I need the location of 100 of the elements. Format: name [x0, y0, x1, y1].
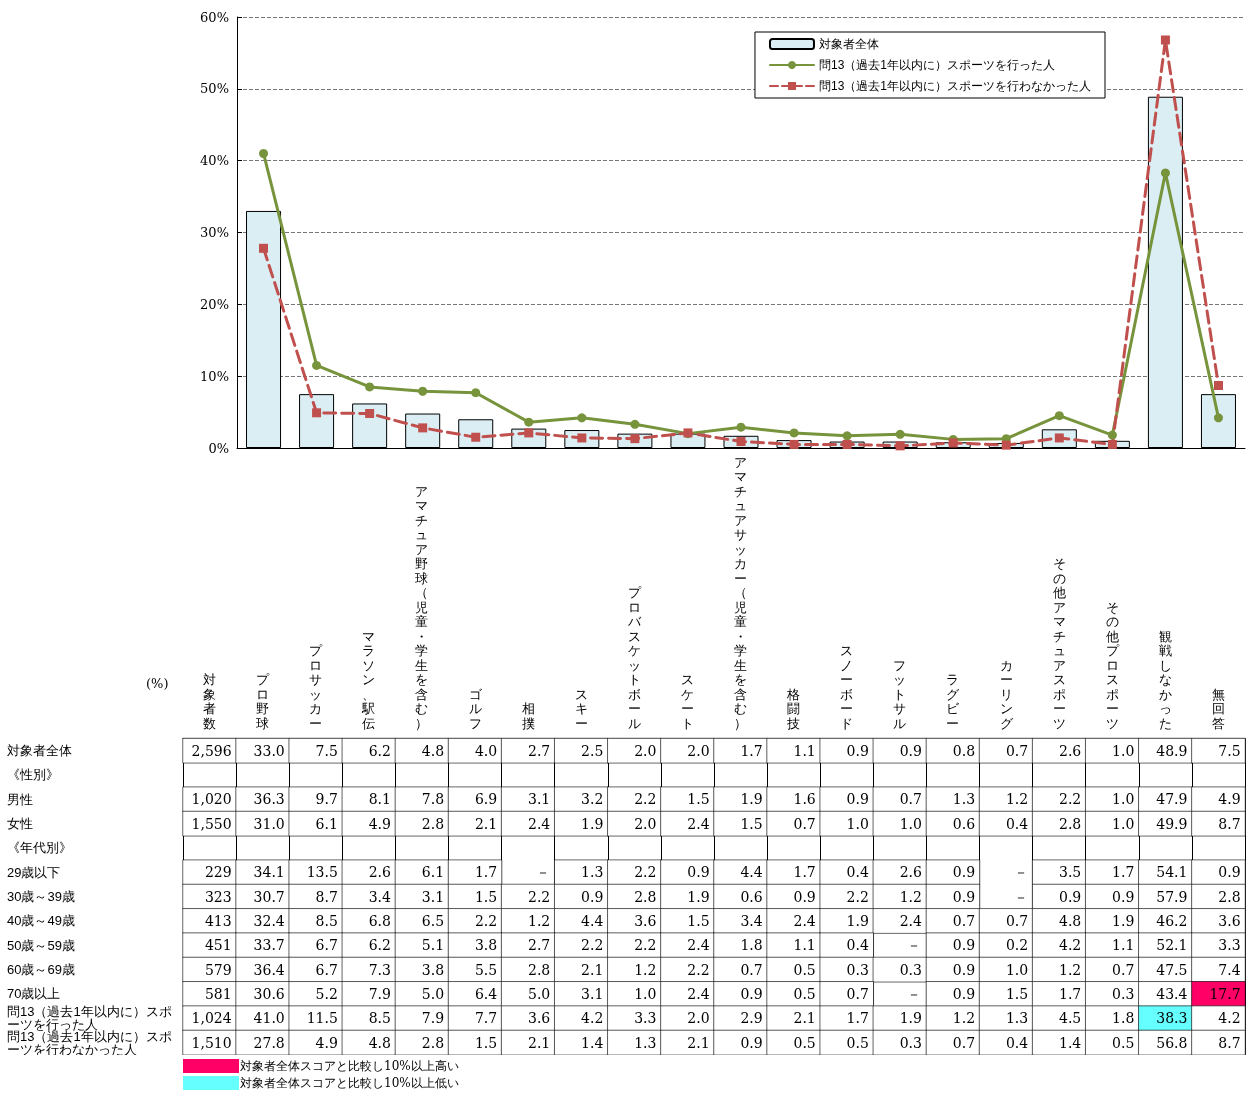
data-label: 27.8	[253, 1034, 285, 1051]
data-label: 6.4	[474, 985, 498, 1002]
data-label: 3.1	[581, 985, 604, 1002]
data-label: 2.9	[740, 1010, 763, 1027]
data-label: 11.5	[306, 1010, 338, 1027]
text: －	[535, 864, 550, 881]
data-label: 0.6	[952, 815, 976, 832]
x-tick-label: マラソン、駅伝	[361, 628, 376, 731]
data-label: 1.0	[634, 985, 657, 1002]
data-label: 2.2	[634, 937, 657, 954]
data-label: 323	[204, 888, 232, 905]
category-label: アマチュア野球（児童・学生を含む）	[415, 483, 429, 731]
data-label: 8.7	[1218, 815, 1241, 832]
y-tick-label: 50%	[200, 81, 229, 97]
data-label: 0.7	[1005, 912, 1029, 929]
data-label: 7.9	[368, 985, 391, 1002]
text: －	[907, 985, 922, 1002]
data-label: 1.7	[846, 1010, 869, 1027]
data-label: 17.7	[1209, 985, 1241, 1002]
data-label: 3.6	[1218, 912, 1241, 929]
y-tick-label: 20%	[200, 296, 229, 312]
data-label: 1,024	[191, 1010, 232, 1027]
data-label: 0.3	[1112, 985, 1135, 1002]
data-label: 6.5	[421, 912, 445, 929]
data-label: 3.4	[368, 888, 392, 905]
data-label: 1,550	[191, 815, 232, 832]
data-label: 1.6	[793, 791, 816, 808]
data-label: 3.5	[1058, 864, 1082, 881]
data-label: 229	[204, 864, 232, 881]
data-label: 1.8	[1112, 1010, 1135, 1027]
y-tick-label: 60%	[200, 9, 229, 25]
category-label: プロバスケットボール	[627, 585, 641, 731]
data-label: 8.1	[368, 791, 391, 808]
data-label: 48.9	[1156, 742, 1188, 759]
data-label: 33.0	[253, 742, 285, 759]
data-label: 2.7	[527, 937, 551, 954]
data-label: 6.2	[368, 742, 391, 759]
data-label: 2.8	[421, 815, 445, 832]
text: (%)	[146, 676, 169, 691]
data-label: 0.9	[846, 742, 869, 759]
data-label: 30.6	[253, 985, 285, 1002]
x-tick-label: フットサル	[893, 657, 907, 731]
data-label: 5.0	[421, 985, 445, 1002]
data-label: 0.9	[846, 791, 869, 808]
category-label: その他アマチュアスポーツ	[1052, 556, 1066, 731]
text: －	[907, 937, 922, 954]
data-label: 1.3	[1005, 1010, 1029, 1027]
data-label: 1.9	[846, 912, 869, 929]
data-label: 2.0	[634, 815, 657, 832]
data-label: 4.8	[368, 1034, 391, 1051]
data-label: 2.1	[687, 1034, 710, 1051]
y-tick-label: 50歳～59歳	[7, 937, 75, 953]
data-label: 0.4	[846, 864, 869, 881]
data-label: 2.2	[527, 888, 551, 905]
data-label: 7.4	[1218, 961, 1241, 978]
data-label: 4.2	[581, 1010, 604, 1027]
data-label: 0.7	[1112, 961, 1135, 978]
data-label: 2.1	[527, 1034, 551, 1051]
data-label: 1.1	[793, 742, 816, 759]
data-label: 2.6	[368, 864, 392, 881]
data-label: 3.8	[421, 961, 445, 978]
data-label: 6.2	[368, 937, 391, 954]
data-label: 4.5	[1058, 1010, 1082, 1027]
data-label: 1.8	[740, 937, 763, 954]
data-label: 2.1	[474, 815, 498, 832]
data-label: 1.0	[1112, 791, 1135, 808]
y-tick-label: 男性	[7, 791, 33, 807]
data-label: 2.2	[634, 791, 657, 808]
data-label: 3.8	[474, 937, 498, 954]
data-label: 2.7	[527, 742, 551, 759]
data-label: 4.0	[474, 742, 498, 759]
data-label: 41.0	[253, 1010, 285, 1027]
data-label: 0.5	[793, 1034, 816, 1051]
data-label: 3.2	[581, 791, 604, 808]
data-label: 1.7	[740, 742, 763, 759]
data-label: 1.7	[1112, 864, 1135, 881]
text: 対象者全体スコアと比較し10%以上低い	[240, 1075, 459, 1092]
data-label: 2.2	[634, 864, 657, 881]
y-tick-label: 《年代別》	[7, 840, 72, 856]
y-tick-label: 30歳～39歳	[7, 889, 75, 905]
data-label: 2.8	[1058, 815, 1082, 832]
data-label: 0.9	[687, 864, 710, 881]
data-label: 54.1	[1156, 864, 1188, 881]
data-label: 4.4	[740, 864, 763, 881]
legend-label: 問13（過去1年以内に）スポーツを行わなかった人	[818, 79, 1092, 93]
data-label: 0.5	[793, 985, 816, 1002]
data-label: 57.9	[1156, 888, 1188, 905]
x-tick-label: プロサッカー	[309, 643, 324, 731]
data-label: 1.0	[1005, 961, 1029, 978]
data-label: 2.0	[687, 1010, 710, 1027]
y-tick-label: 70歳以上	[7, 986, 61, 1002]
x-tick-label: 無回答	[1211, 686, 1225, 731]
data-label: 1.5	[1005, 985, 1029, 1002]
data-label: 0.9	[740, 985, 763, 1002]
data-label: 2.4	[527, 815, 551, 832]
data-label: 3.3	[1218, 937, 1241, 954]
x-tick-label: ラグビー	[946, 672, 961, 731]
data-label: 1.5	[687, 912, 710, 929]
data-label: 0.9	[899, 742, 922, 759]
data-label: 6.1	[421, 864, 445, 881]
